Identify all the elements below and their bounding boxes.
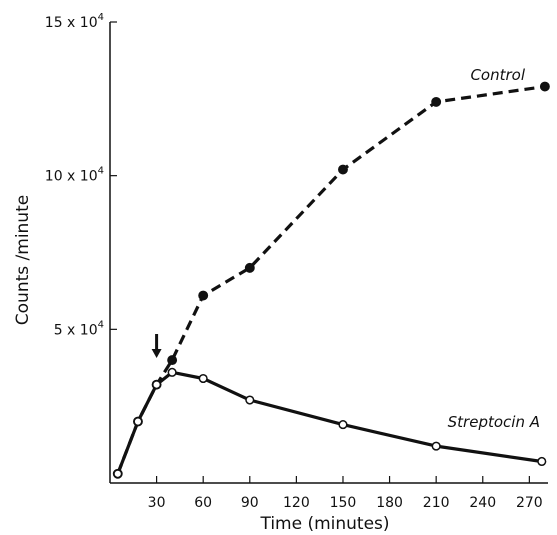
x-tick-label: 240 — [469, 495, 496, 511]
data-point-control — [539, 81, 550, 92]
y-axis-title: Counts /minute — [13, 195, 33, 325]
data-point-streptocin — [431, 441, 441, 451]
data-point-control — [198, 290, 209, 301]
x-tick-label: 270 — [516, 495, 543, 511]
data-point-streptocin — [245, 395, 255, 405]
y-ticks: 5 x 104 10 x 104 15 x 104 — [45, 12, 117, 338]
data-point-streptocin — [338, 420, 348, 430]
data-point-control — [338, 164, 348, 175]
y-tick-label: 5 x 104 — [54, 319, 104, 338]
data-point-streptocin — [152, 380, 162, 390]
x-tick-label: 180 — [376, 495, 403, 511]
annotation-layer — [151, 334, 162, 358]
x-tick-label: 120 — [283, 495, 310, 511]
x-axis-title: Time (minutes) — [259, 514, 389, 534]
arrow-down-icon — [151, 349, 162, 358]
series-layer — [112, 81, 550, 479]
data-point-control — [244, 262, 255, 273]
data-point-control — [431, 96, 442, 107]
series-label-streptocin: Streptocin A — [448, 413, 540, 431]
data-point-streptocin — [537, 456, 547, 467]
data-point-control — [167, 355, 178, 366]
axes — [109, 22, 548, 484]
data-point-streptocin — [198, 373, 208, 384]
series-label-control: Control — [470, 66, 525, 84]
x-ticks: 30 60 90 120 150 180 210 240 270 — [148, 476, 543, 511]
x-tick-label: 90 — [241, 495, 259, 511]
y-tick-label: 10 x 104 — [45, 166, 104, 185]
data-point-streptocin — [113, 469, 123, 479]
x-tick-label: 210 — [423, 495, 450, 511]
x-tick-label: 60 — [194, 495, 212, 511]
data-point-streptocin — [167, 367, 177, 377]
data-point-streptocin — [133, 416, 143, 427]
y-tick-label: 15 x 104 — [45, 12, 104, 31]
x-tick-label: 30 — [148, 495, 166, 511]
x-tick-label: 150 — [330, 495, 357, 511]
